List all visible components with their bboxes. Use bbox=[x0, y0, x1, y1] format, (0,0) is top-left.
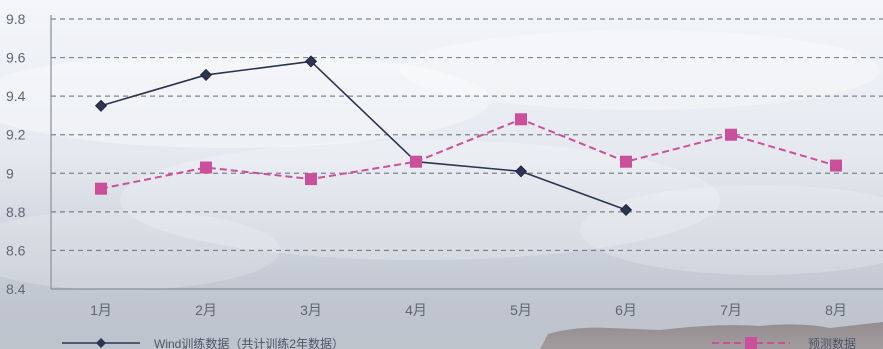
data-point-square bbox=[200, 161, 212, 174]
cloud-shape bbox=[120, 140, 720, 260]
y-tick-label: 9.4 bbox=[6, 88, 26, 104]
legend-marker-square bbox=[745, 337, 757, 349]
y-tick-label: 9 bbox=[6, 165, 14, 181]
cloud-shape bbox=[0, 52, 490, 148]
x-tick-label: 4月 bbox=[405, 302, 427, 318]
data-point-square bbox=[305, 173, 317, 186]
fog-overlay bbox=[0, 260, 883, 349]
legend-marker-diamond bbox=[96, 338, 106, 348]
legend-label-1: Wind训练数据（共计训练2年数据） bbox=[154, 336, 344, 349]
x-tick-label: 2月 bbox=[195, 302, 217, 318]
y-tick-label: 8.8 bbox=[6, 204, 26, 220]
legend: Wind训练数据（共计训练2年数据） 预测数据 bbox=[62, 336, 856, 349]
data-point-square bbox=[95, 182, 107, 195]
y-tick-label: 9.6 bbox=[6, 50, 26, 66]
data-series bbox=[94, 55, 842, 216]
legend-label-2: 预测数据 bbox=[808, 336, 856, 349]
data-point-square bbox=[620, 155, 632, 168]
series-line-2 bbox=[100, 118, 837, 190]
data-point-diamond bbox=[619, 203, 633, 216]
x-tick-label: 5月 bbox=[510, 302, 532, 318]
y-tick-label: 8.6 bbox=[6, 242, 26, 258]
data-point-diamond bbox=[514, 165, 528, 178]
x-tick-label: 3月 bbox=[300, 302, 322, 318]
axes: 8.4 8.6 8.8 9 9.2 9.4 9.6 9.8 1月 2月 3月 4月 5月 6月 7月 8月 bbox=[6, 11, 883, 318]
data-point-diamond bbox=[94, 99, 108, 112]
cloud-shape bbox=[580, 185, 883, 275]
series-line-1 bbox=[100, 60, 627, 211]
data-point-square bbox=[515, 113, 527, 126]
x-tick-label: 8月 bbox=[825, 302, 847, 318]
x-tick-label: 6月 bbox=[615, 302, 637, 318]
data-point-diamond bbox=[304, 55, 318, 68]
y-tick-label: 9.8 bbox=[6, 11, 26, 27]
y-tick-label: 8.4 bbox=[6, 281, 26, 297]
data-point-square bbox=[830, 159, 842, 172]
x-tick-label: 1月 bbox=[90, 302, 112, 318]
cloud-shape bbox=[400, 30, 880, 110]
x-tick-label: 7月 bbox=[720, 302, 742, 318]
data-point-square bbox=[725, 128, 737, 141]
data-point-square bbox=[410, 155, 422, 168]
data-point-diamond bbox=[199, 68, 213, 81]
gridlines bbox=[51, 18, 883, 252]
y-tick-label: 9.2 bbox=[6, 127, 26, 143]
